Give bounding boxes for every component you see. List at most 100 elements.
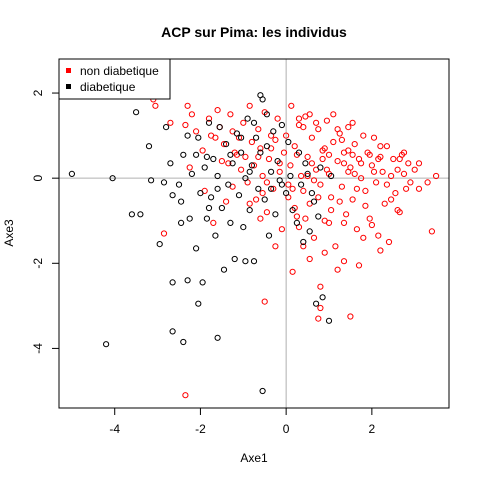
point-diabetique xyxy=(212,232,219,239)
point-non-diabetique xyxy=(332,243,339,250)
point-non-diabetique xyxy=(424,179,431,186)
point-non-diabetique xyxy=(328,207,335,214)
point-diabetique xyxy=(227,151,234,158)
point-diabetique xyxy=(218,204,225,212)
point-non-diabetique xyxy=(349,196,356,203)
point-diabetique xyxy=(160,179,168,186)
point-diabetique xyxy=(169,328,176,335)
point-non-diabetique xyxy=(285,181,292,188)
point-non-diabetique xyxy=(355,262,363,269)
point-diabetique xyxy=(250,258,258,265)
point-diabetique xyxy=(214,185,221,192)
point-diabetique xyxy=(208,194,215,201)
point-non-diabetique xyxy=(340,219,348,226)
point-non-diabetique xyxy=(388,172,395,180)
point-non-diabetique xyxy=(370,134,378,141)
y-tick-label: -4 xyxy=(31,343,45,354)
point-non-diabetique xyxy=(280,149,288,156)
point-diabetique xyxy=(201,164,208,171)
point-non-diabetique xyxy=(396,155,403,163)
point-diabetique xyxy=(319,294,326,301)
point-non-diabetique xyxy=(415,160,423,167)
point-non-diabetique xyxy=(317,283,324,290)
point-diabetique xyxy=(242,175,249,182)
point-non-diabetique xyxy=(338,183,345,190)
point-non-diabetique xyxy=(210,219,217,226)
point-non-diabetique xyxy=(287,162,294,169)
point-diabetique xyxy=(163,124,170,131)
point-non-diabetique xyxy=(379,168,386,175)
point-diabetique xyxy=(229,160,236,167)
x-axis: -4 -2 0 2 xyxy=(109,407,376,436)
point-non-diabetique xyxy=(259,190,266,197)
legend-swatch-non-diabetique xyxy=(66,68,71,73)
point-non-diabetique xyxy=(319,155,326,163)
point-diabetique xyxy=(250,119,258,126)
point-non-diabetique xyxy=(300,124,307,131)
point-non-diabetique xyxy=(182,392,189,399)
point-diabetique xyxy=(244,115,251,122)
point-non-diabetique xyxy=(315,315,322,322)
point-non-diabetique xyxy=(212,134,219,141)
point-non-diabetique xyxy=(328,194,335,201)
point-non-diabetique xyxy=(403,185,410,192)
point-non-diabetique xyxy=(246,200,253,207)
point-non-diabetique xyxy=(325,219,333,226)
point-non-diabetique xyxy=(330,138,337,146)
point-non-diabetique xyxy=(304,153,311,160)
y-tick-label: -2 xyxy=(31,258,45,269)
point-non-diabetique xyxy=(205,115,213,122)
point-diabetique xyxy=(156,241,163,248)
x-tick-label: -4 xyxy=(109,422,120,436)
point-diabetique xyxy=(178,198,185,205)
point-diabetique xyxy=(225,181,232,188)
point-diabetique xyxy=(313,300,320,307)
point-non-diabetique xyxy=(317,181,324,188)
point-non-diabetique xyxy=(220,141,228,148)
point-non-diabetique xyxy=(160,230,168,237)
point-diabetique xyxy=(214,334,221,341)
point-non-diabetique xyxy=(334,158,341,165)
point-non-diabetique xyxy=(394,207,401,214)
point-non-diabetique xyxy=(263,179,270,186)
point-non-diabetique xyxy=(253,196,260,203)
point-diabetique xyxy=(274,158,281,165)
point-diabetique xyxy=(248,162,255,169)
point-diabetique xyxy=(235,192,243,199)
point-diabetique xyxy=(184,132,191,139)
point-non-diabetique xyxy=(315,194,322,201)
point-non-diabetique xyxy=(246,102,253,109)
point-non-diabetique xyxy=(390,155,397,163)
chart-title: ACP sur Pima: les individus xyxy=(161,24,347,40)
point-diabetique xyxy=(223,141,230,148)
point-diabetique xyxy=(255,185,262,192)
point-non-diabetique xyxy=(334,126,341,133)
point-diabetique xyxy=(308,190,315,197)
point-non-diabetique xyxy=(227,111,234,118)
point-non-diabetique xyxy=(381,200,388,207)
point-non-diabetique xyxy=(323,117,330,124)
legend-label-non-diabetique: non diabetique xyxy=(80,64,159,78)
point-diabetique xyxy=(203,215,210,222)
point-diabetique xyxy=(298,181,305,188)
point-non-diabetique xyxy=(345,168,352,175)
point-non-diabetique xyxy=(270,185,277,192)
point-non-diabetique xyxy=(330,111,337,118)
point-non-diabetique xyxy=(182,121,189,129)
point-diabetique xyxy=(193,245,200,252)
point-non-diabetique xyxy=(293,213,300,220)
point-non-diabetique xyxy=(362,187,369,194)
point-non-diabetique xyxy=(325,151,333,158)
point-non-diabetique xyxy=(261,298,268,305)
point-non-diabetique xyxy=(240,119,247,126)
point-diabetique xyxy=(272,211,279,218)
point-diabetique xyxy=(246,168,253,175)
x-tick-label: 0 xyxy=(283,422,290,436)
point-diabetique xyxy=(317,164,324,171)
x-axis-label: Axe1 xyxy=(240,451,268,465)
point-diabetique xyxy=(231,255,238,263)
point-diabetique xyxy=(188,170,195,177)
point-diabetique xyxy=(315,213,322,220)
point-non-diabetique xyxy=(385,238,393,246)
point-non-diabetique xyxy=(351,141,358,148)
